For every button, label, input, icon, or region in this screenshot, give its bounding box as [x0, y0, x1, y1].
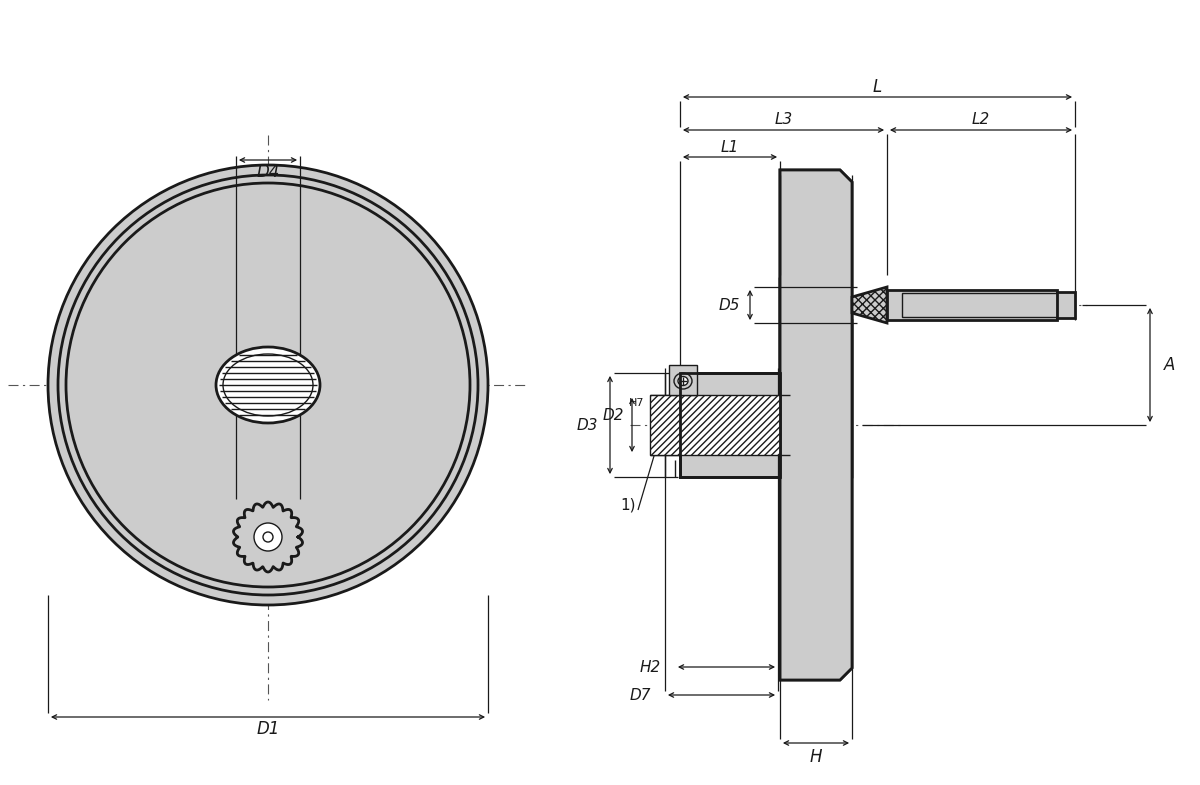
Polygon shape	[780, 170, 852, 680]
Polygon shape	[234, 502, 302, 572]
Bar	[650, 395, 780, 455]
Text: L: L	[872, 78, 882, 96]
Ellipse shape	[233, 502, 302, 572]
Polygon shape	[780, 279, 852, 477]
Ellipse shape	[66, 183, 470, 587]
Ellipse shape	[223, 354, 313, 416]
Bar	[887, 290, 1057, 320]
Text: H7: H7	[629, 398, 644, 408]
Bar	[902, 293, 1057, 317]
Ellipse shape	[216, 347, 320, 423]
Ellipse shape	[674, 373, 692, 389]
Text: D3: D3	[576, 418, 598, 433]
Ellipse shape	[254, 523, 282, 551]
Text: D7: D7	[630, 688, 650, 703]
Text: L1: L1	[721, 140, 739, 155]
Text: L3: L3	[774, 112, 793, 127]
Text: D1: D1	[257, 720, 280, 738]
Text: L2: L2	[972, 112, 990, 127]
Polygon shape	[852, 287, 887, 323]
Bar	[680, 373, 780, 477]
Bar	[680, 373, 780, 477]
Ellipse shape	[48, 165, 488, 605]
Ellipse shape	[263, 532, 274, 542]
Ellipse shape	[678, 377, 688, 385]
Bar	[1057, 292, 1075, 318]
Bar	[670, 365, 697, 395]
Bar	[650, 395, 780, 455]
Text: H: H	[810, 748, 822, 766]
Text: D5: D5	[719, 298, 740, 312]
Text: D2: D2	[602, 407, 624, 422]
Text: A: A	[1164, 356, 1175, 374]
Text: 1): 1)	[620, 498, 636, 513]
Text: H2: H2	[640, 659, 661, 674]
Polygon shape	[780, 170, 852, 680]
Text: D4: D4	[257, 163, 280, 181]
